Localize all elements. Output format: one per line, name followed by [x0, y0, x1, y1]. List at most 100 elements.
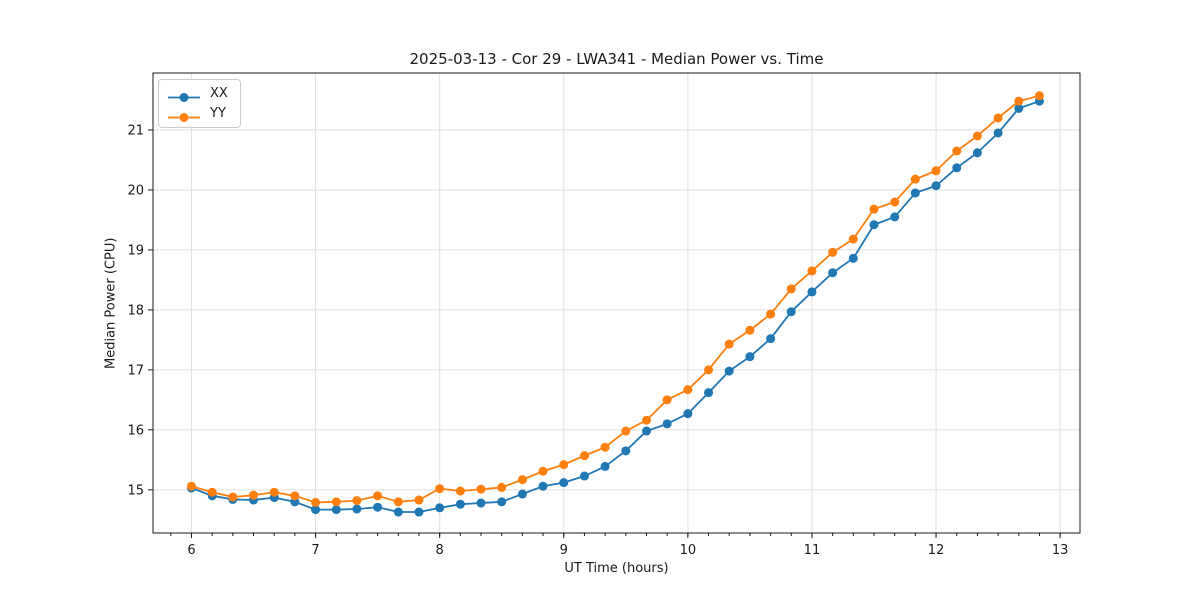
data-point-yy: [724, 339, 734, 349]
x-tick-label: 12: [928, 543, 945, 558]
data-point-xx: [621, 446, 631, 456]
data-point-xx: [972, 148, 982, 158]
data-point-yy: [393, 497, 403, 507]
data-point-xx: [414, 507, 424, 517]
legend-item-xx: XX: [167, 85, 228, 102]
legend-swatch-xx-icon: [167, 88, 201, 102]
y-tick-label: 16: [127, 423, 144, 438]
data-point-yy: [828, 247, 838, 257]
data-point-yy: [786, 284, 796, 294]
data-point-yy: [186, 481, 196, 491]
y-tick-label: 19: [127, 243, 144, 258]
y-tick-label: 15: [127, 483, 144, 498]
data-point-yy: [311, 497, 321, 507]
series-line-xx: [190, 100, 1041, 513]
x-axis-label: UT Time (hours): [564, 561, 669, 576]
data-point-xx: [910, 188, 920, 198]
series-line-yy: [190, 94, 1041, 504]
data-point-xx: [828, 268, 838, 278]
data-point-yy: [414, 495, 424, 505]
data-point-yy: [435, 484, 445, 494]
data-point-yy: [331, 497, 341, 507]
y-tick-label: 17: [127, 363, 144, 378]
data-point-xx: [704, 388, 714, 398]
data-point-yy: [848, 234, 858, 244]
data-point-yy: [621, 426, 631, 436]
data-point-yy: [910, 174, 920, 184]
data-point-yy: [972, 131, 982, 141]
data-point-xx: [890, 212, 900, 222]
data-point-yy: [269, 487, 279, 497]
data-point-xx: [559, 478, 569, 488]
data-point-xx: [435, 503, 445, 513]
data-point-xx: [766, 334, 776, 344]
x-tick-label: 8: [436, 543, 444, 558]
data-point-yy: [662, 395, 672, 405]
x-tick-label: 6: [187, 543, 195, 558]
data-point-yy: [579, 451, 589, 461]
legend-item-yy: YY: [167, 105, 228, 122]
data-point-xx: [476, 498, 486, 508]
data-point-yy: [952, 146, 962, 156]
y-tick-label: 18: [127, 303, 144, 318]
data-point-yy: [455, 486, 465, 496]
data-point-yy: [745, 325, 755, 335]
data-point-yy: [373, 491, 383, 501]
data-point-xx: [724, 366, 734, 376]
data-point-yy: [683, 385, 693, 395]
data-point-yy: [1034, 91, 1044, 101]
data-point-xx: [331, 505, 341, 515]
data-point-xx: [311, 505, 321, 515]
data-point-yy: [559, 460, 569, 470]
data-point-xx: [642, 426, 652, 436]
data-point-xx: [745, 352, 755, 362]
y-axis-label: Median Power (CPU): [103, 237, 119, 369]
data-point-yy: [1014, 96, 1024, 106]
legend: XX YY: [158, 79, 241, 128]
legend-label-yy: YY: [210, 106, 226, 121]
data-point-xx: [517, 489, 527, 499]
data-point-yy: [290, 491, 300, 501]
y-tick-label: 20: [127, 183, 144, 198]
x-tick-label: 10: [680, 543, 697, 558]
chart-title: 2025-03-13 - Cor 29 - LWA341 - Median Po…: [409, 50, 824, 68]
data-point-yy: [993, 113, 1003, 123]
data-point-xx: [1014, 103, 1024, 113]
data-point-xx: [931, 181, 941, 191]
data-point-xx: [786, 307, 796, 317]
legend-swatch-yy-icon: [167, 108, 201, 122]
data-point-yy: [497, 482, 507, 492]
legend-label-xx: XX: [210, 86, 228, 101]
x-tick-label: 9: [560, 543, 568, 558]
data-point-xx: [952, 163, 962, 173]
data-point-xx: [683, 409, 693, 419]
data-point-xx: [352, 504, 362, 514]
data-point-xx: [600, 461, 610, 471]
data-point-yy: [766, 309, 776, 319]
data-point-yy: [476, 484, 486, 494]
data-point-yy: [869, 204, 879, 214]
data-point-yy: [538, 466, 548, 476]
data-point-yy: [704, 365, 714, 375]
x-tick-label: 7: [311, 543, 319, 558]
x-tick-label: 13: [1052, 543, 1069, 558]
data-point-xx: [579, 471, 589, 481]
data-point-yy: [807, 266, 817, 276]
data-point-yy: [600, 442, 610, 452]
y-tick-label: 21: [127, 123, 144, 138]
data-point-xx: [538, 481, 548, 491]
data-point-yy: [249, 490, 259, 500]
data-point-yy: [352, 496, 362, 506]
data-point-xx: [455, 499, 465, 509]
data-point-xx: [373, 502, 383, 512]
data-point-yy: [890, 197, 900, 207]
data-point-xx: [993, 128, 1003, 138]
data-point-xx: [807, 287, 817, 297]
data-point-xx: [497, 497, 507, 507]
data-point-xx: [393, 507, 403, 517]
data-point-xx: [662, 419, 672, 429]
data-point-yy: [931, 166, 941, 176]
data-point-xx: [869, 220, 879, 230]
